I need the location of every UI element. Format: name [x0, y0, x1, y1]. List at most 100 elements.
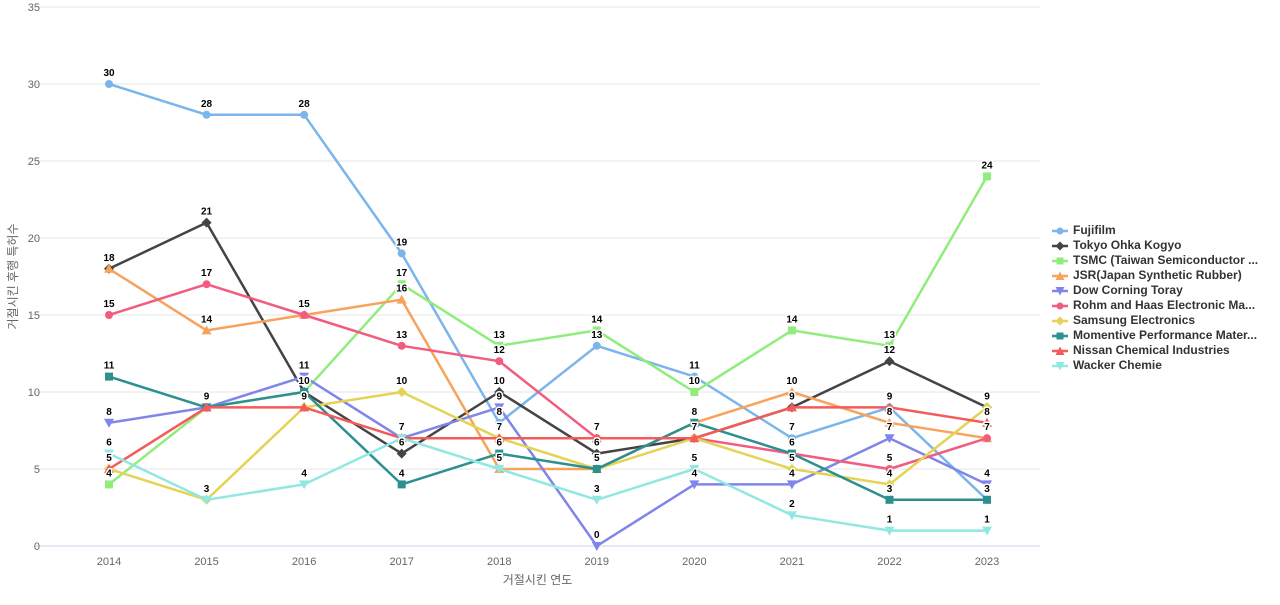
data-point[interactable]	[689, 465, 700, 474]
data-point[interactable]	[592, 341, 601, 350]
data-label: 9	[204, 391, 210, 402]
data-point[interactable]	[786, 464, 797, 474]
data-point[interactable]	[591, 448, 602, 459]
data-point[interactable]	[104, 449, 114, 459]
data-point[interactable]	[592, 326, 601, 335]
data-point[interactable]	[494, 465, 505, 474]
data-point[interactable]	[202, 280, 211, 289]
legend-item[interactable]: Nissan Chemical Industries	[1052, 343, 1258, 358]
data-point[interactable]	[494, 433, 505, 443]
data-point[interactable]	[885, 341, 894, 350]
data-point[interactable]	[689, 433, 700, 443]
y-axis-tick-label: 0	[34, 541, 40, 553]
data-point[interactable]	[592, 465, 601, 473]
data-label: 9	[204, 391, 210, 402]
data-point[interactable]	[884, 402, 895, 412]
data-point[interactable]	[591, 495, 602, 505]
data-point[interactable]	[397, 480, 406, 489]
data-point[interactable]	[690, 388, 699, 396]
legend-item[interactable]: Rohm and Haas Electronic Ma...	[1052, 298, 1258, 313]
data-point[interactable]	[201, 402, 212, 412]
data-point[interactable]	[299, 372, 310, 382]
data-point[interactable]	[396, 448, 407, 459]
data-point[interactable]	[201, 217, 212, 228]
data-point[interactable]	[982, 526, 993, 536]
data-point[interactable]	[105, 372, 113, 381]
data-point[interactable]	[885, 495, 894, 504]
legend-item[interactable]: Samsung Electronics	[1052, 313, 1258, 328]
data-point[interactable]	[983, 434, 992, 443]
data-point[interactable]	[201, 325, 212, 335]
data-point[interactable]	[397, 341, 406, 350]
legend-item[interactable]: Wacker Chemie	[1052, 358, 1258, 373]
series-line-8[interactable]	[107, 375, 989, 502]
data-point[interactable]	[104, 418, 114, 428]
data-point[interactable]	[202, 110, 211, 119]
data-point[interactable]	[982, 417, 993, 427]
data-point[interactable]	[495, 418, 504, 427]
y-axis-tick-label: 35	[28, 2, 40, 14]
data-point[interactable]	[786, 402, 797, 412]
data-point[interactable]	[300, 388, 309, 396]
data-point[interactable]	[105, 480, 113, 489]
data-point[interactable]	[786, 511, 797, 521]
y-axis-title: 거절시킨 후행 특허수	[5, 223, 20, 329]
legend-item[interactable]: JSR(Japan Synthetic Rubber)	[1052, 268, 1258, 283]
data-point[interactable]	[397, 280, 406, 289]
data-point[interactable]	[104, 464, 114, 473]
data-point[interactable]	[299, 480, 310, 490]
legend-item[interactable]: Dow Corning Toray	[1052, 283, 1258, 298]
data-point[interactable]	[690, 372, 699, 381]
data-point[interactable]	[104, 263, 114, 273]
legend-item[interactable]: Fujifilm	[1052, 223, 1258, 238]
data-point[interactable]	[787, 449, 796, 458]
data-point[interactable]	[690, 418, 699, 427]
data-point[interactable]	[884, 434, 895, 444]
data-point[interactable]	[885, 465, 894, 473]
legend-item[interactable]: Tokyo Ohka Kogyo	[1052, 238, 1258, 253]
data-point[interactable]	[300, 311, 309, 319]
data-point[interactable]	[494, 387, 505, 397]
series-line-2[interactable]	[107, 221, 989, 455]
data-point[interactable]	[494, 403, 505, 413]
data-point[interactable]	[983, 172, 992, 181]
data-point[interactable]	[105, 311, 113, 319]
data-point[interactable]	[495, 449, 504, 458]
data-point[interactable]	[396, 387, 407, 397]
data-point[interactable]	[299, 402, 310, 412]
data-point[interactable]	[982, 402, 993, 413]
data-point[interactable]	[591, 542, 602, 551]
legend-item[interactable]: TSMC (Taiwan Semiconductor ...	[1052, 253, 1258, 268]
data-point[interactable]	[396, 434, 407, 444]
data-label: 9	[789, 391, 795, 402]
data-point[interactable]	[884, 526, 895, 536]
data-label: 7	[984, 422, 990, 433]
series-line-10[interactable]	[107, 436, 989, 532]
data-point[interactable]	[787, 434, 796, 443]
data-point[interactable]	[591, 433, 602, 443]
data-point[interactable]	[786, 480, 797, 490]
series-line-6[interactable]	[107, 282, 989, 471]
data-point[interactable]	[397, 249, 406, 258]
data-point[interactable]	[884, 417, 895, 427]
data-point[interactable]	[884, 479, 895, 490]
data-point[interactable]	[105, 80, 113, 88]
series-line-1[interactable]	[107, 82, 989, 502]
data-point[interactable]	[983, 495, 992, 504]
data-point[interactable]	[495, 357, 504, 366]
legend-item-label: Nissan Chemical Industries	[1073, 343, 1230, 357]
data-point[interactable]	[201, 495, 212, 505]
data-point[interactable]	[786, 387, 797, 396]
series-line-9[interactable]	[107, 406, 989, 471]
legend-item[interactable]: Momentive Performance Mater...	[1052, 328, 1258, 343]
data-point[interactable]	[787, 326, 796, 335]
data-point[interactable]	[982, 480, 993, 490]
data-point[interactable]	[495, 341, 504, 350]
x-axis-tick-label: 2014	[97, 556, 121, 568]
data-point[interactable]	[884, 356, 895, 367]
data-point[interactable]	[689, 480, 700, 490]
data-point[interactable]	[300, 110, 309, 119]
legend-item-label: Samsung Electronics	[1073, 313, 1196, 327]
data-point[interactable]	[396, 294, 407, 304]
